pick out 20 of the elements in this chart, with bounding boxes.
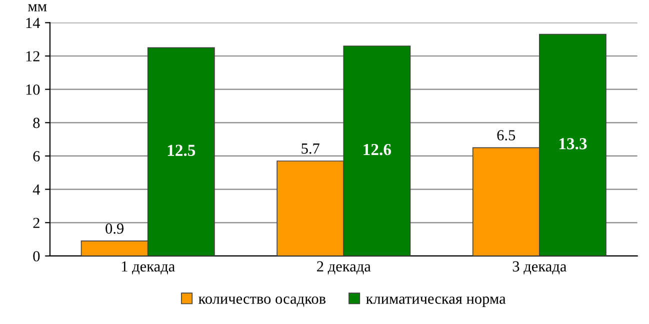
y-tick-label: 0 [33,251,40,262]
x-tick-label: 3 декада [512,261,566,274]
x-tick-label: 1 декада [122,261,175,274]
y-tick-label: 10 [26,84,40,95]
data-label: 5.7 [302,144,320,154]
y-tick-label: 14 [26,18,40,28]
y-tick-label: 8 [33,118,40,128]
data-label: 6.5 [497,130,516,140]
y-axis-title: мм [28,4,47,12]
y-tick-label: 4 [32,184,40,195]
y-tick-label: 2 [33,218,40,228]
legend-label: количество осадков [198,296,326,307]
y-tick-label: 12 [26,51,40,62]
y-tick-label: 6 [33,151,40,162]
x-tick-label: 2 декада [317,261,371,274]
legend-label: климатическая норма [366,296,506,307]
data-label: 0.9 [106,223,124,234]
data-label: 12.5 [168,144,196,156]
data-label: 12.6 [364,144,392,156]
data-label: 13.3 [559,138,587,150]
